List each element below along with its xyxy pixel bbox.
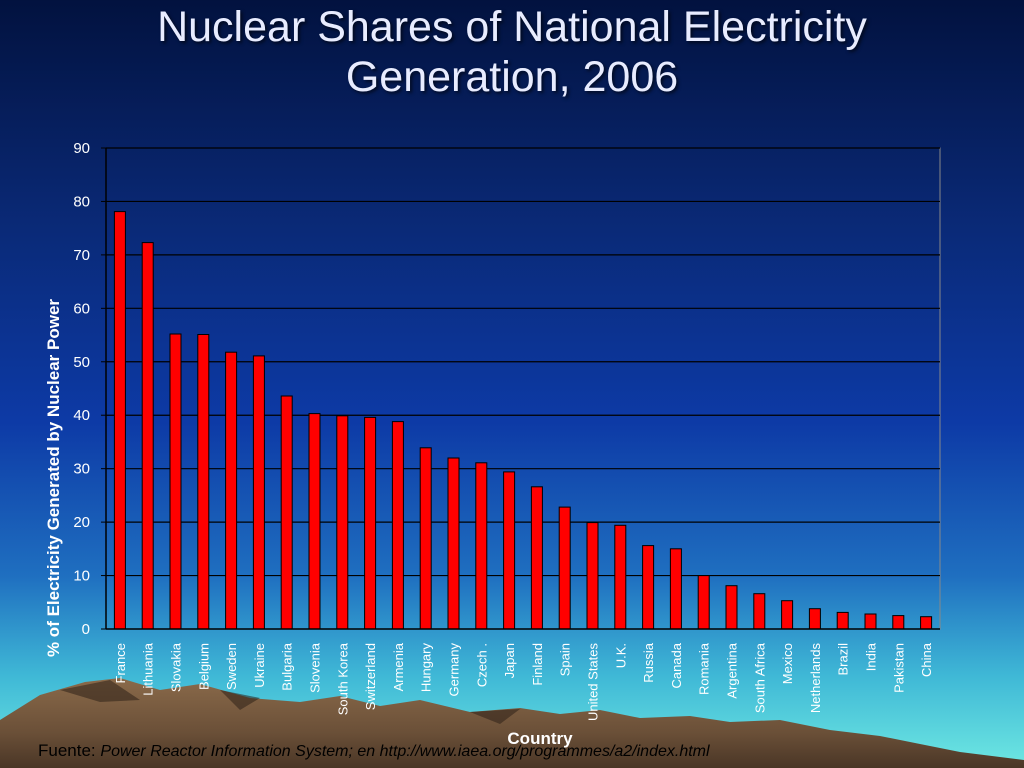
x-tick-label: Germany: [447, 643, 462, 697]
x-tick-label: Japan: [502, 643, 517, 678]
x-tick-label: Slovenia: [308, 642, 323, 693]
source-citation: Fuente: Power Reactor Information System…: [38, 741, 710, 761]
x-tick-label: United States: [586, 643, 601, 722]
bar-slovakia: [169, 333, 182, 630]
gridlines: [106, 147, 940, 577]
x-tick-label: France: [113, 643, 128, 683]
bar-france: [113, 211, 126, 630]
x-tick-label: Belgium: [196, 643, 211, 690]
x-tick-label: Netherlands: [808, 643, 823, 714]
x-tick-label: Lithuania: [141, 642, 156, 696]
bar-canada: [669, 548, 682, 630]
x-tick-label: Czech .: [474, 643, 489, 687]
x-tick-label: Ukraine: [252, 643, 267, 688]
x-tick-label: Mexico: [780, 643, 795, 684]
x-tick-label: Romania: [697, 642, 712, 695]
y-axis-ticks: 0 10 20 30 40 50 60 70 80 90: [73, 140, 106, 638]
x-tick-label: South Africa: [752, 642, 767, 713]
y-axis-title: % of Electricity Generated by Nuclear Po…: [44, 299, 63, 657]
y-tick-label: 0: [82, 621, 90, 638]
bar-belgium: [197, 334, 210, 630]
x-tick-label: Canada: [669, 642, 684, 688]
x-tick-label: South Korea: [335, 642, 350, 715]
bar-armenia: [391, 421, 404, 630]
bar-sweden: [225, 351, 238, 630]
bar-switzerland: [364, 416, 377, 630]
x-tick-label: Russia: [641, 642, 656, 683]
bar-south-africa: [753, 593, 766, 630]
bar-india: [864, 613, 877, 630]
bar-germany: [447, 457, 460, 630]
bar-lithuania: [141, 242, 154, 630]
x-tick-label: Finland: [530, 643, 545, 686]
y-tick-label: 80: [73, 193, 90, 210]
x-tick-label: Bulgaria: [280, 642, 295, 690]
bar-netherlands: [808, 608, 821, 630]
x-tick-label: Hungary: [419, 643, 434, 693]
x-tick-label: Argentina: [725, 642, 740, 698]
bar-brazil: [836, 611, 849, 630]
bar-slovenia: [308, 413, 321, 630]
bar-romania: [697, 575, 710, 630]
title-line-2: Generation, 2006: [345, 53, 679, 101]
bar-china: [920, 616, 933, 630]
x-tick-label: Sweden: [224, 643, 239, 690]
mountain-background: [0, 678, 1024, 768]
source-label: Fuente:: [38, 741, 96, 760]
bar-czech: [475, 462, 488, 630]
y-tick-label: 50: [73, 354, 90, 371]
bar-united-states: [586, 522, 599, 630]
x-tick-label: Switzerland: [363, 643, 378, 710]
x-tick-label: China: [919, 642, 934, 677]
bar-finland: [530, 486, 543, 630]
bar-u-k: [614, 524, 627, 630]
x-tick-label: Spain: [558, 643, 573, 676]
y-tick-label: 40: [73, 407, 90, 424]
x-tick-label: U.K.: [613, 643, 628, 668]
x-tick-label: India: [864, 642, 879, 671]
bar-spain: [558, 506, 571, 630]
y-tick-label: 60: [73, 300, 90, 317]
x-tick-label: Armenia: [391, 642, 406, 691]
x-tick-label: Brazil: [836, 643, 851, 676]
bar-ukraine: [252, 355, 265, 630]
bar-argentina: [725, 585, 738, 630]
y-tick-label: 70: [73, 247, 90, 264]
bar-bulgaria: [280, 395, 293, 630]
bars: [113, 211, 933, 630]
source-text: Power Reactor Information System; en htt…: [100, 743, 710, 760]
y-tick-label: 20: [73, 514, 90, 531]
y-tick-label: 30: [73, 461, 90, 478]
y-tick-label: 90: [73, 140, 90, 157]
y-tick-label: 10: [73, 568, 90, 585]
bar-russia: [642, 545, 655, 630]
title-line-1: Nuclear Shares of National Electricity: [157, 3, 867, 51]
x-axis-labels: France Lithuania Slovakia Belgium Sweden Ukra…: [113, 642, 934, 721]
bar-south-korea: [336, 415, 349, 630]
x-tick-label: Pakistan: [891, 643, 906, 693]
slide-title: Nuclear Shares of National Electricity G…: [0, 2, 1024, 102]
bar-pakistan: [892, 615, 905, 630]
bar-mexico: [781, 600, 794, 630]
x-tick-label: Slovakia: [169, 642, 184, 692]
bar-hungary: [419, 447, 432, 630]
bar-japan: [503, 471, 516, 630]
x-axis-title: Country: [507, 729, 573, 748]
